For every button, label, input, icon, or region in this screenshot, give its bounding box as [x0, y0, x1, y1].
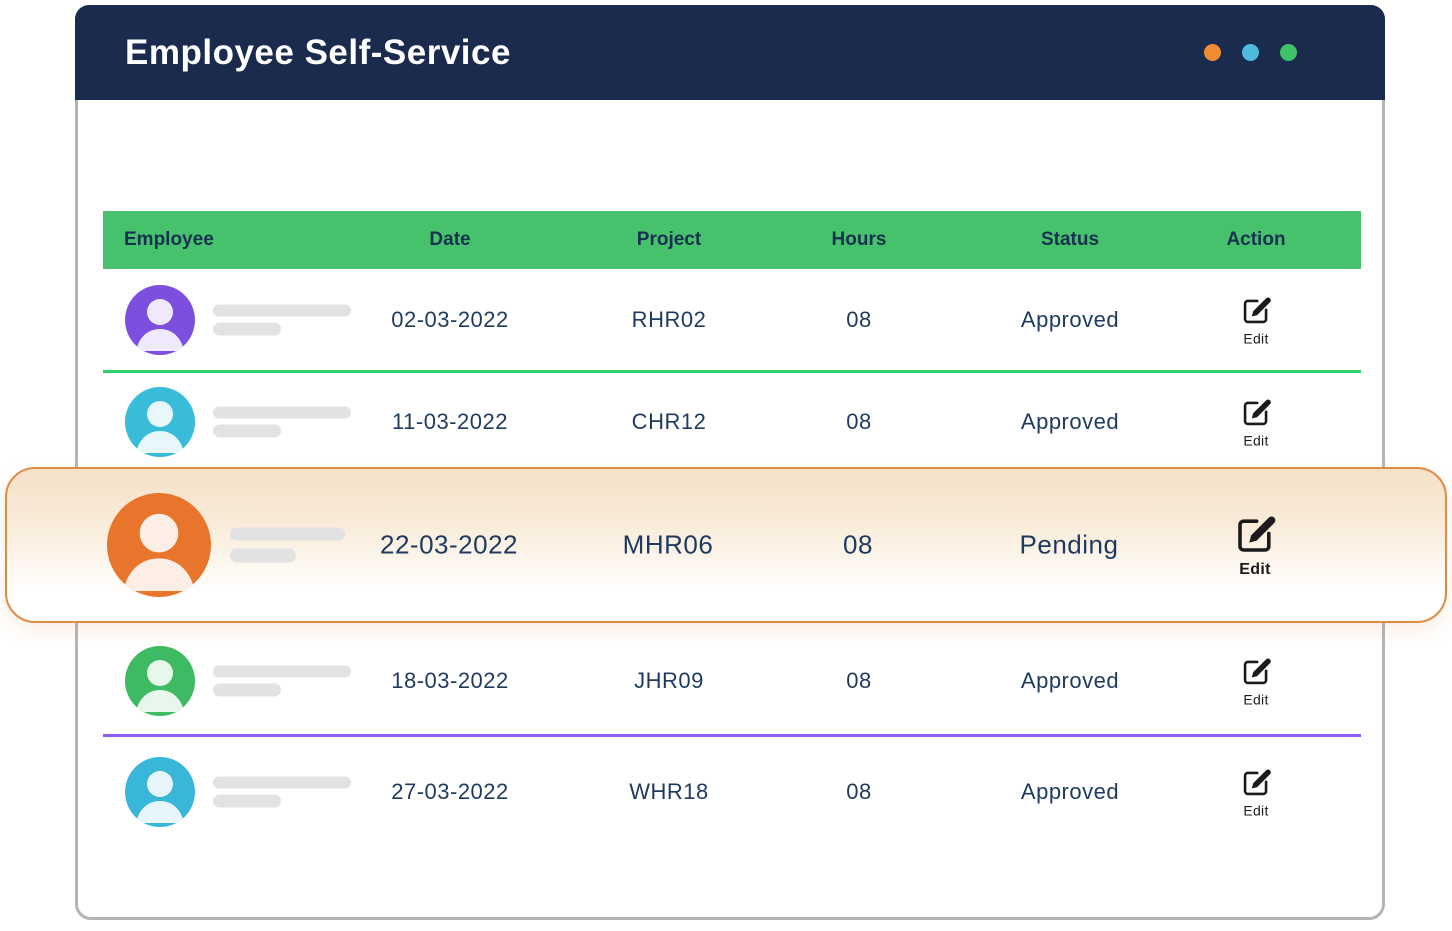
edit-button[interactable]: Edit [1239, 655, 1274, 708]
date-cell: 22-03-2022 [380, 529, 518, 560]
avatar [107, 493, 211, 597]
row-divider-green [103, 370, 1361, 373]
column-header-status: Status [1040, 229, 1100, 250]
table-header-row: Employee Date Project Hours Status Actio… [103, 211, 1361, 269]
avatar [125, 387, 195, 457]
table-row: 27-03-2022 WHR18 08 Approved Edit [103, 737, 1361, 847]
edit-icon [1243, 769, 1271, 796]
table-row-highlighted: 22-03-2022 MHR06 08 Pending Edit [5, 467, 1447, 623]
edit-button[interactable]: Edit [1239, 293, 1274, 346]
skeleton-line [213, 304, 351, 316]
edit-button-label: Edit [1243, 432, 1269, 449]
window-control-orange-icon[interactable] [1204, 44, 1221, 61]
edit-button-label: Edit [1243, 691, 1269, 708]
skeleton-line [213, 794, 281, 808]
edit-button-label: Edit [1243, 802, 1269, 819]
edit-button-label: Edit [1243, 330, 1269, 346]
status-cell: Approved [1020, 306, 1120, 332]
window-title: Employee Self-Service [125, 32, 511, 72]
employee-name-skeleton [213, 665, 351, 697]
window-control-blue-icon[interactable] [1242, 44, 1259, 61]
skeleton-line [213, 424, 281, 438]
employee-name-skeleton [213, 304, 351, 335]
date-cell: 11-03-2022 [392, 409, 508, 434]
avatar [125, 646, 195, 716]
edit-button[interactable]: Edit [1239, 396, 1274, 449]
project-cell: MHR06 [622, 529, 714, 560]
person-icon [136, 298, 184, 351]
table-row: 02-03-2022 RHR02 08 Approved Edit [103, 269, 1361, 370]
row-divider-purple [103, 734, 1361, 737]
column-header-employee: Employee [124, 229, 214, 250]
window-titlebar: Employee Self-Service [75, 5, 1385, 100]
status-cell: Approved [1020, 779, 1120, 804]
status-cell: Pending [1019, 529, 1119, 560]
edit-icon [1243, 399, 1271, 426]
table-row: 11-03-2022 CHR12 08 Approved Edit [103, 373, 1361, 471]
skeleton-line [213, 406, 351, 419]
edit-button-label: Edit [1239, 561, 1271, 578]
employee-name-skeleton [213, 776, 351, 808]
edit-icon [1238, 516, 1276, 552]
project-cell: WHR18 [629, 779, 709, 804]
edit-icon [1243, 658, 1271, 685]
skeleton-line [213, 665, 351, 678]
column-header-project: Project [636, 229, 702, 250]
column-header-date: Date [429, 229, 471, 250]
hours-cell: 08 [846, 409, 872, 434]
person-icon [123, 513, 195, 592]
project-cell: RHR02 [631, 306, 707, 332]
hours-cell: 08 [843, 529, 873, 560]
column-header-action: Action [1226, 229, 1286, 250]
employee-name-skeleton [213, 406, 351, 438]
status-cell: Approved [1020, 409, 1120, 434]
window-control-green-icon[interactable] [1280, 44, 1297, 61]
skeleton-line [230, 527, 345, 541]
employee-self-service-window: Employee Self-Service Employee Date Proj… [75, 5, 1385, 920]
avatar [125, 284, 195, 355]
hours-cell: 08 [846, 779, 872, 804]
edit-button[interactable]: Edit [1239, 766, 1274, 819]
edit-icon [1243, 296, 1271, 323]
hours-cell: 08 [846, 668, 872, 693]
skeleton-line [213, 322, 281, 335]
date-cell: 02-03-2022 [391, 306, 509, 332]
status-cell: Approved [1020, 668, 1120, 693]
hours-cell: 08 [846, 306, 872, 332]
column-header-hours: Hours [831, 229, 887, 250]
project-cell: JHR09 [634, 668, 704, 693]
skeleton-line [213, 683, 281, 697]
table-row: 18-03-2022 JHR09 08 Approved Edit [103, 628, 1361, 734]
window-controls [1204, 44, 1297, 61]
date-cell: 18-03-2022 [391, 668, 509, 693]
person-icon [136, 401, 184, 453]
person-icon [136, 660, 184, 712]
avatar [125, 757, 195, 827]
date-cell: 27-03-2022 [391, 779, 509, 804]
project-cell: CHR12 [631, 409, 707, 434]
skeleton-line [213, 776, 351, 789]
employee-name-skeleton [230, 527, 345, 563]
skeleton-line [230, 548, 296, 563]
edit-button[interactable]: Edit [1231, 511, 1279, 579]
person-icon [136, 771, 184, 823]
